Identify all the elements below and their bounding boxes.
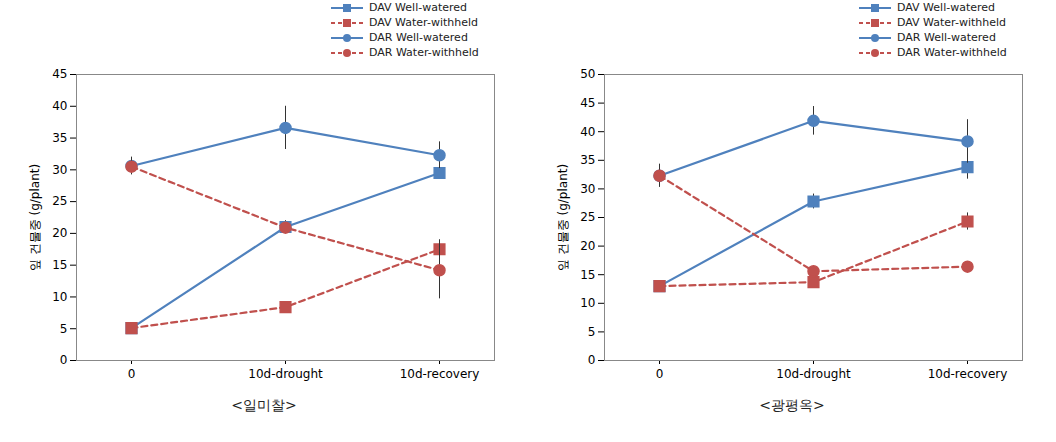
html-text:DAV Well-watered: DAV Well-watered <box>897 1 996 14</box>
html-text:DAR Water-withheld: DAR Water-withheld <box>369 46 479 59</box>
svg-text:10: 10 <box>580 296 595 310</box>
html-text:DAV Water-withheld: DAV Water-withheld <box>369 16 478 29</box>
svg-text:0: 0 <box>128 367 136 381</box>
svg-text:잎 건물중 (g/plant): 잎 건물중 (g/plant) <box>28 164 42 271</box>
svg-text:30: 30 <box>580 182 595 196</box>
svg-text:10d-recovery: 10d-recovery <box>928 367 1008 381</box>
html-text:DAV Water-withheld: DAV Water-withheld <box>897 16 1006 29</box>
svg-text:잎 건물중 (g/plant): 잎 건물중 (g/plant) <box>556 164 570 271</box>
svg-text:15: 15 <box>52 258 67 272</box>
svg-text:5: 5 <box>588 325 596 339</box>
svg-text:0: 0 <box>656 367 664 381</box>
html-text:DAR Well-watered: DAR Well-watered <box>897 31 996 44</box>
svg-text:35: 35 <box>580 153 595 167</box>
svg-text:40: 40 <box>52 99 67 113</box>
svg-text:50: 50 <box>580 67 595 81</box>
svg-text:0: 0 <box>588 353 596 367</box>
svg-text:45: 45 <box>52 67 67 81</box>
svg-text:20: 20 <box>52 226 67 240</box>
svg-text:0: 0 <box>60 353 68 367</box>
svg-text:25: 25 <box>52 194 67 208</box>
svg-text:10d-recovery: 10d-recovery <box>400 367 480 381</box>
html-text:DAR Water-withheld: DAR Water-withheld <box>897 46 1007 59</box>
svg-text:30: 30 <box>52 163 67 177</box>
svg-text:15: 15 <box>580 268 595 282</box>
svg-text:45: 45 <box>580 96 595 110</box>
svg-text:20: 20 <box>580 239 595 253</box>
svg-text:25: 25 <box>580 210 595 224</box>
svg-text:40: 40 <box>580 125 595 139</box>
html-text:DAV Well-watered: DAV Well-watered <box>369 1 468 14</box>
svg-text:35: 35 <box>52 131 67 145</box>
svg-text:10: 10 <box>52 290 67 304</box>
html-text:<광평옥>: <광평옥> <box>759 397 825 413</box>
svg-text:10d-drought: 10d-drought <box>248 367 323 381</box>
svg-text:5: 5 <box>60 322 68 336</box>
svg-text:10d-drought: 10d-drought <box>776 367 851 381</box>
html-text:<일미찰>: <일미찰> <box>231 397 297 413</box>
html-text:DAR Well-watered: DAR Well-watered <box>369 31 468 44</box>
